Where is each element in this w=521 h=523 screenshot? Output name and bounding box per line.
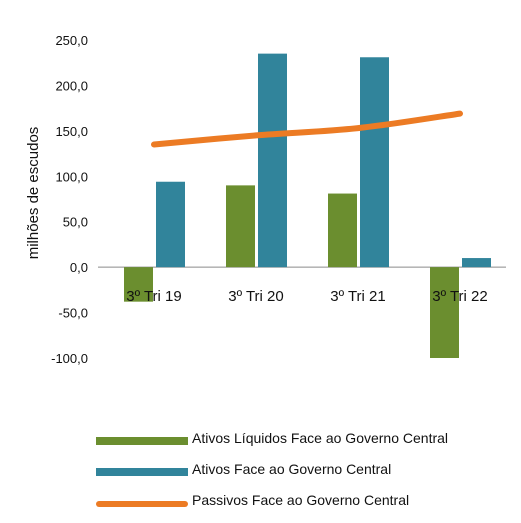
y-tick-label: 150,0 [55,124,88,139]
y-tick-label: 0,0 [70,260,88,275]
bar-layer [124,53,491,358]
bar-ativos-liquidos-0 [124,267,153,302]
x-category-label: 3º Tri 19 [126,288,182,305]
legend-item-passivos: Passivos Face ao Governo Central [82,492,512,523]
chart-plot: 250,0 200,0 150,0 100,0 50,0 0,0 -50,0 -100,0 3… [25,33,506,366]
x-category-label: 3º Tri 20 [228,288,284,305]
y-tick-label: 50,0 [63,215,88,230]
legend-swatch-ativos-liquidos [96,437,188,445]
legend-label-passivos: Passivos Face ao Governo Central [192,492,410,508]
legend-label-ativos-liquidos: Ativos Líquidos Face ao Governo Central [192,430,449,446]
bar-ativos-0 [156,181,185,268]
line-passivos [151,110,463,148]
y-axis-title: milhões de escudos [25,127,42,260]
legend-swatch-ativos [96,468,188,476]
legend-item-ativos-liquidos: Ativos Líquidos Face ao Governo Central [82,430,512,461]
category-label-layer: 3º Tri 19 3º Tri 20 3º Tri 21 3º Tri 22 [126,288,488,305]
y-tick-label: 100,0 [55,169,88,184]
bar-ativos-liquidos-1 [226,185,255,268]
y-tick-label: 250,0 [55,33,88,48]
x-category-label: 3º Tri 22 [432,288,488,305]
y-tick-label: -50,0 [58,306,88,321]
y-tick-label: -100,0 [51,351,88,366]
bar-ativos-3 [462,258,491,268]
legend-item-ativos: Ativos Face ao Governo Central [82,461,512,492]
bar-ativos-liquidos-3 [430,267,459,358]
legend-swatch-passivos [96,501,188,507]
bar-ativos-2 [360,57,389,268]
x-category-label: 3º Tri 21 [330,288,386,305]
legend-label-ativos: Ativos Face ao Governo Central [192,461,392,477]
bar-ativos-liquidos-2 [328,193,357,268]
line-layer [151,110,463,148]
bar-ativos-1 [258,53,287,268]
y-tick-label: 200,0 [55,78,88,93]
legend: Ativos Líquidos Face ao Governo Central … [82,430,512,523]
